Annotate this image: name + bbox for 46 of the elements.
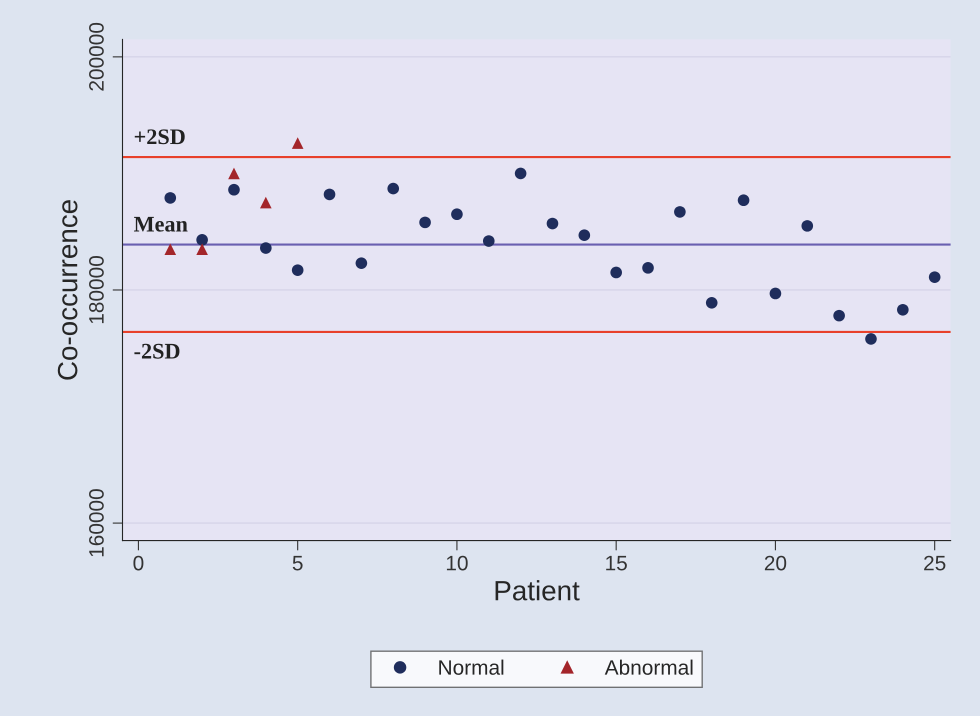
x-axis-title: Patient: [496, 580, 580, 601]
point: [578, 229, 590, 242]
point: [419, 216, 431, 228]
legend-label: Abnormal: [604, 660, 692, 675]
point: [164, 243, 176, 255]
ref-line-label: -2SD: [134, 344, 180, 359]
y-tick-label: 200000: [89, 22, 104, 91]
point: [833, 310, 845, 322]
point: [356, 257, 368, 269]
x-tick-label: 0: [133, 556, 144, 570]
point: [610, 266, 622, 278]
point: [546, 218, 558, 230]
y-tick-label: 160000: [89, 489, 104, 556]
point: [928, 271, 940, 283]
point: [324, 188, 336, 200]
point: [292, 137, 304, 149]
point: [292, 264, 304, 276]
point: [228, 168, 240, 180]
x-tick-label: 10: [446, 556, 468, 570]
point: [228, 184, 240, 196]
point: [387, 182, 400, 194]
legend-label: Normal: [439, 660, 504, 675]
point: [451, 208, 463, 220]
point: [897, 304, 909, 316]
point: [482, 235, 495, 247]
x-tick-label: 25: [924, 556, 946, 570]
point: [738, 194, 750, 206]
ref-line-label: +2SD: [134, 129, 185, 144]
y-axis-title: Co-occurrence: [58, 200, 78, 380]
point: [196, 234, 208, 246]
point: [196, 243, 208, 255]
x-tick-label: 15: [606, 556, 627, 570]
point: [260, 196, 272, 208]
point: [865, 333, 877, 345]
point: [706, 296, 718, 309]
point: [801, 220, 814, 232]
point: [260, 242, 272, 254]
x-tick-label: 5: [292, 556, 303, 570]
x-tick-label: 20: [764, 556, 786, 570]
y-tick-label: 180000: [89, 256, 104, 324]
ref-line-label: Mean: [134, 216, 188, 232]
point: [642, 262, 654, 274]
point: [770, 288, 782, 300]
point: [674, 206, 686, 218]
point: [514, 168, 526, 180]
point: [164, 192, 176, 204]
